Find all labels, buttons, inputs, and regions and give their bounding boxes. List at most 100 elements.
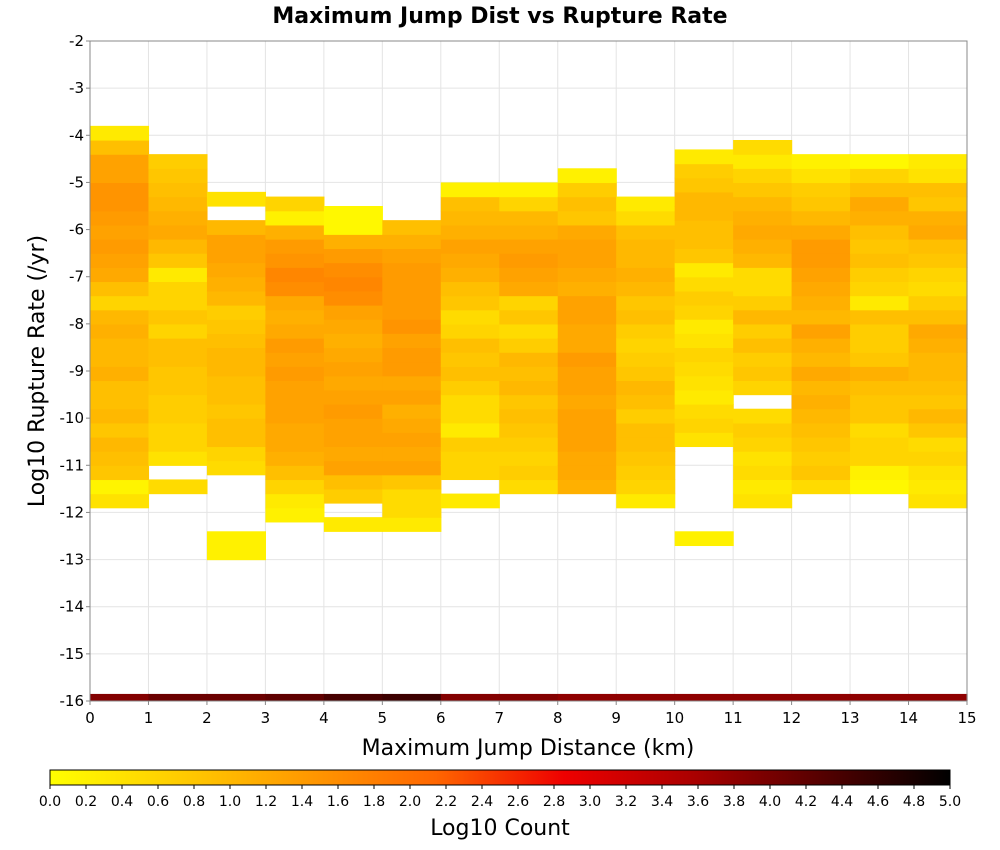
heatmap-cell (265, 507, 325, 523)
x-tick-label: 5 (378, 709, 388, 727)
heatmap-cell (733, 451, 793, 466)
heatmap-cell (265, 493, 325, 509)
heatmap-cell (733, 437, 793, 452)
heatmap-cell (323, 375, 383, 391)
heatmap-cell (908, 366, 968, 382)
heatmap-cell (440, 295, 500, 311)
heatmap-cell (557, 267, 617, 283)
heatmap-cell (206, 262, 266, 278)
heatmap-cell (674, 191, 734, 207)
heatmap-cell (791, 224, 851, 240)
heatmap-cell (206, 361, 266, 377)
heatmap-cell (265, 451, 325, 466)
heatmap-cell (440, 408, 500, 424)
heatmap-cell (382, 432, 442, 448)
heatmap-cell (90, 295, 150, 311)
y-tick-label: -8 (69, 315, 84, 333)
heatmap-cell (616, 224, 676, 240)
heatmap-cell (791, 309, 851, 325)
heatmap-cell (323, 347, 383, 363)
heatmap-cell (206, 290, 266, 306)
y-tick-label: -7 (69, 268, 84, 286)
heatmap-cell (90, 437, 150, 452)
heatmap-cell (674, 248, 734, 264)
heatmap-cell (499, 408, 559, 424)
heatmap-cell (674, 319, 734, 334)
heatmap-cell (674, 333, 734, 349)
heatmap-cell (206, 220, 266, 235)
heatmap-cell (382, 361, 442, 377)
heatmap-cell (148, 380, 208, 396)
heatmap-cell (265, 309, 325, 325)
colorbar-tick-label: 4.6 (867, 794, 889, 810)
heatmap-cell (616, 323, 676, 339)
heatmap-cell (850, 437, 910, 452)
heatmap-cell (791, 196, 851, 212)
heatmap-cell (850, 154, 910, 169)
x-tick-label: 8 (553, 709, 563, 727)
heatmap-cell (90, 366, 150, 382)
heatmap-cell (382, 375, 442, 391)
x-tick-label: 6 (436, 709, 446, 727)
heatmap-cell (674, 177, 734, 193)
colorbar-tick-label: 3.8 (723, 794, 745, 810)
heatmap-cell (90, 338, 150, 353)
heatmap-cell (148, 281, 208, 297)
heatmap-cell (323, 517, 383, 532)
heatmap-cell (90, 140, 150, 155)
heatmap-cell (499, 267, 559, 283)
x-tick-label: 9 (611, 709, 621, 727)
colorbar-ticks: 0.0 0.2 0.4 0.6 0.8 1.0 1.2 1.4 1.6 1.8 2.0 2.2 2.4 2… (39, 785, 961, 810)
heatmap-cell (557, 693, 617, 701)
heatmap-cell (850, 168, 910, 184)
heatmap-cell (557, 182, 617, 198)
heatmap-cell (908, 168, 968, 184)
heatmap-cell (440, 366, 500, 382)
heatmap-cell (90, 479, 150, 495)
heatmap-cell (791, 281, 851, 297)
heatmap-cell (557, 210, 617, 226)
colorbar-tick-label: 2.4 (471, 794, 493, 810)
y-axis-ticks: -2 -3 -4 -5 -6 -7 -8 -9 -10 -11 -12 -13 -14 -15 -16 (60, 32, 90, 710)
heatmap-cell (206, 432, 266, 448)
heatmap-cell (499, 693, 559, 701)
heatmap-cell (440, 422, 500, 438)
heatmap-cell (206, 545, 266, 561)
heatmap-cell (557, 479, 617, 495)
heatmap-cell (148, 154, 208, 169)
heatmap-cell (616, 394, 676, 410)
heatmap-cell (499, 182, 559, 198)
heatmap-cell (791, 210, 851, 226)
heatmap-cell (674, 276, 734, 292)
heatmap-cell (90, 196, 150, 212)
heatmap-cell (674, 404, 734, 419)
heatmap-cell (265, 465, 325, 481)
x-axis-ticks: 0 1 2 3 4 5 6 7 8 9 10 11 12 13 14 15 (85, 701, 977, 727)
heatmap-cell (148, 196, 208, 212)
heatmap-cell (499, 210, 559, 226)
heatmap-cell (382, 234, 442, 250)
heatmap-cell (90, 281, 150, 297)
heatmap-cell (616, 380, 676, 396)
heatmap-cell (265, 267, 325, 283)
heatmap-cell (616, 239, 676, 254)
heatmap-cell (557, 394, 617, 410)
heatmap-cell (557, 465, 617, 481)
heatmap-cell (908, 493, 968, 509)
heatmap-cell (265, 224, 325, 240)
heatmap-cell (791, 394, 851, 410)
heatmap-cell (323, 290, 383, 306)
heatmap-cell (265, 295, 325, 311)
heatmap-cell (791, 338, 851, 353)
heatmap-cell (440, 437, 500, 452)
y-tick-label: -14 (60, 598, 85, 616)
heatmap-cell (791, 408, 851, 424)
heatmap-cell (908, 309, 968, 325)
heatmap-cell (791, 323, 851, 339)
heatmap-cell (733, 196, 793, 212)
heatmap-cell (499, 295, 559, 311)
heatmap-cell (499, 380, 559, 396)
heatmap-cell (323, 248, 383, 264)
heatmap-cell (499, 224, 559, 240)
